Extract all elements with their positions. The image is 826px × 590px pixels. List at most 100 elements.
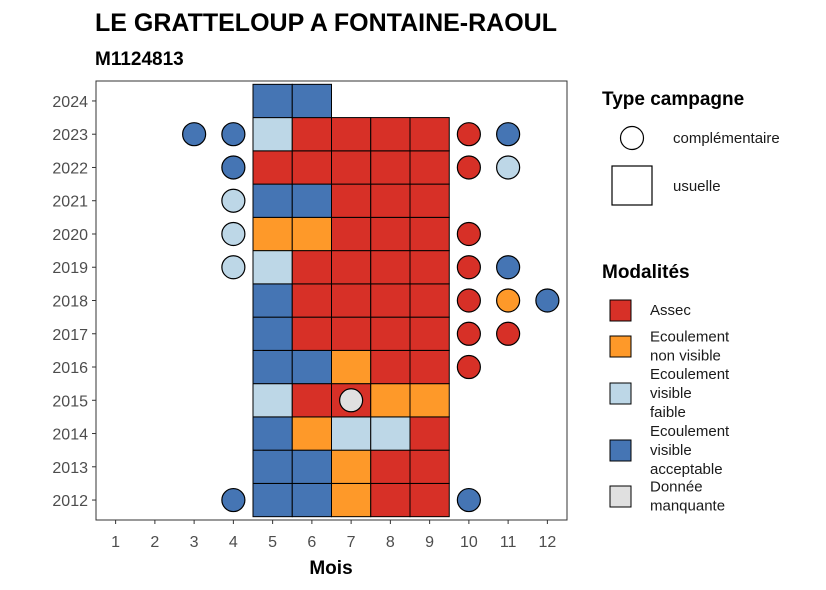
x-tick-label: 9 [425, 534, 434, 551]
tile-2020-6 [291, 216, 332, 252]
y-tick-label: 2019 [52, 260, 88, 277]
tile-2015-9 [409, 383, 450, 418]
tile-2013-5 [252, 449, 293, 484]
tile-2020-5 [252, 216, 293, 252]
tile-2016-9 [409, 349, 450, 385]
x-tick-label: 8 [386, 534, 395, 551]
tile-2022-6 [291, 150, 332, 185]
legend-item-label: non visible [650, 348, 721, 365]
tile-2021-5 [252, 183, 293, 218]
y-tick-label: 2017 [52, 327, 88, 344]
x-tick-label: 5 [268, 534, 277, 551]
point-2019-4 [221, 255, 246, 280]
y-tick-label: 2023 [52, 127, 88, 144]
point-2016-10 [456, 354, 481, 380]
tile-2023-9 [409, 117, 450, 152]
tile-2019-8 [370, 250, 411, 285]
tile-2019-6 [291, 250, 332, 285]
legend-swatch [609, 335, 632, 358]
tile-2013-9 [409, 449, 450, 484]
legend-item-label: Donnée [650, 479, 703, 496]
tile-2022-9 [409, 150, 450, 185]
tile-2023-8 [370, 117, 411, 152]
x-tick-label: 6 [307, 534, 316, 551]
legend-item-label: faible [650, 404, 686, 421]
x-tick-label: 2 [150, 534, 159, 551]
point-2023-4 [221, 122, 246, 147]
point-2015-7 [339, 388, 364, 413]
tile-2013-7 [331, 449, 372, 484]
point-2018-12 [535, 288, 560, 313]
legend-item-label: visible [650, 442, 692, 459]
legend-square-key [611, 165, 653, 206]
tile-2015-5 [252, 383, 293, 418]
point-2019-10 [456, 255, 481, 280]
tile-2017-7 [331, 316, 372, 351]
tile-2022-7 [331, 150, 372, 185]
y-tick-label: 2012 [52, 493, 88, 510]
tile-2021-8 [370, 183, 411, 218]
tile-2013-8 [370, 449, 411, 484]
point-2022-4 [221, 155, 246, 180]
y-tick-label: 2020 [52, 227, 88, 244]
tile-2019-9 [409, 250, 450, 285]
tile-2024-6 [291, 83, 332, 119]
tile-2017-6 [291, 316, 332, 351]
tile-2020-7 [331, 216, 372, 252]
tile-2018-6 [291, 283, 332, 318]
tile-2012-7 [331, 482, 372, 518]
point-2012-4 [221, 487, 246, 513]
legend-type-label: usuelle [673, 178, 721, 195]
point-2021-4 [221, 188, 246, 213]
x-tick-label: 4 [229, 534, 238, 551]
y-tick-label: 2014 [52, 427, 88, 444]
tile-2019-5 [252, 250, 293, 285]
y-tick-label: 2024 [52, 94, 88, 111]
tile-2021-9 [409, 183, 450, 218]
tile-2012-9 [409, 482, 450, 518]
legend-type-label: complémentaire [673, 130, 780, 147]
tile-2016-6 [291, 349, 332, 385]
legend-item-label: manquante [650, 498, 725, 515]
tile-2018-8 [370, 283, 411, 318]
tile-2022-8 [370, 150, 411, 185]
point-2019-11 [496, 255, 521, 280]
legend-swatch [609, 299, 632, 322]
point-2020-10 [456, 221, 481, 247]
y-tick-label: 2021 [52, 194, 88, 211]
legend-swatch [609, 439, 632, 462]
y-tick-label: 2015 [52, 393, 88, 410]
tile-2020-9 [409, 216, 450, 252]
point-2012-10 [456, 487, 481, 513]
x-tick-label: 10 [460, 534, 478, 551]
tile-2019-7 [331, 250, 372, 285]
complementaire-points [182, 122, 560, 513]
tile-2018-7 [331, 283, 372, 318]
tile-2017-5 [252, 316, 293, 351]
legend-item-label: Ecoulement [650, 329, 730, 346]
tile-2022-5 [252, 150, 293, 185]
tile-2012-5 [252, 482, 293, 518]
tile-2014-8 [370, 416, 411, 451]
point-2020-4 [221, 221, 246, 247]
point-2023-3 [182, 122, 207, 147]
legend-item-label: Assec [650, 302, 691, 319]
tile-2017-8 [370, 316, 411, 351]
x-axis: 1 2 3 4 5 6 7 8 9 10 11 12 [111, 520, 556, 551]
point-2022-10 [456, 155, 481, 180]
tile-2023-5 [252, 117, 293, 152]
tile-2014-6 [291, 416, 332, 451]
chart-title: LE GRATTELOUP A FONTAINE-RAOUL [95, 9, 557, 37]
tile-2015-8 [370, 383, 411, 418]
legend: Type campagne complémentaire usuelle Modali… [602, 89, 780, 515]
legend-circle-key [619, 125, 645, 151]
point-2023-10 [456, 122, 481, 147]
tile-2018-5 [252, 283, 293, 318]
chart-subtitle: M1124813 [95, 49, 184, 70]
tile-2014-7 [331, 416, 372, 451]
tile-2017-9 [409, 316, 450, 351]
tile-2023-7 [331, 117, 372, 152]
legend-item-label: Ecoulement [650, 366, 730, 383]
tile-2018-9 [409, 283, 450, 318]
x-tick-label: 7 [347, 534, 356, 551]
